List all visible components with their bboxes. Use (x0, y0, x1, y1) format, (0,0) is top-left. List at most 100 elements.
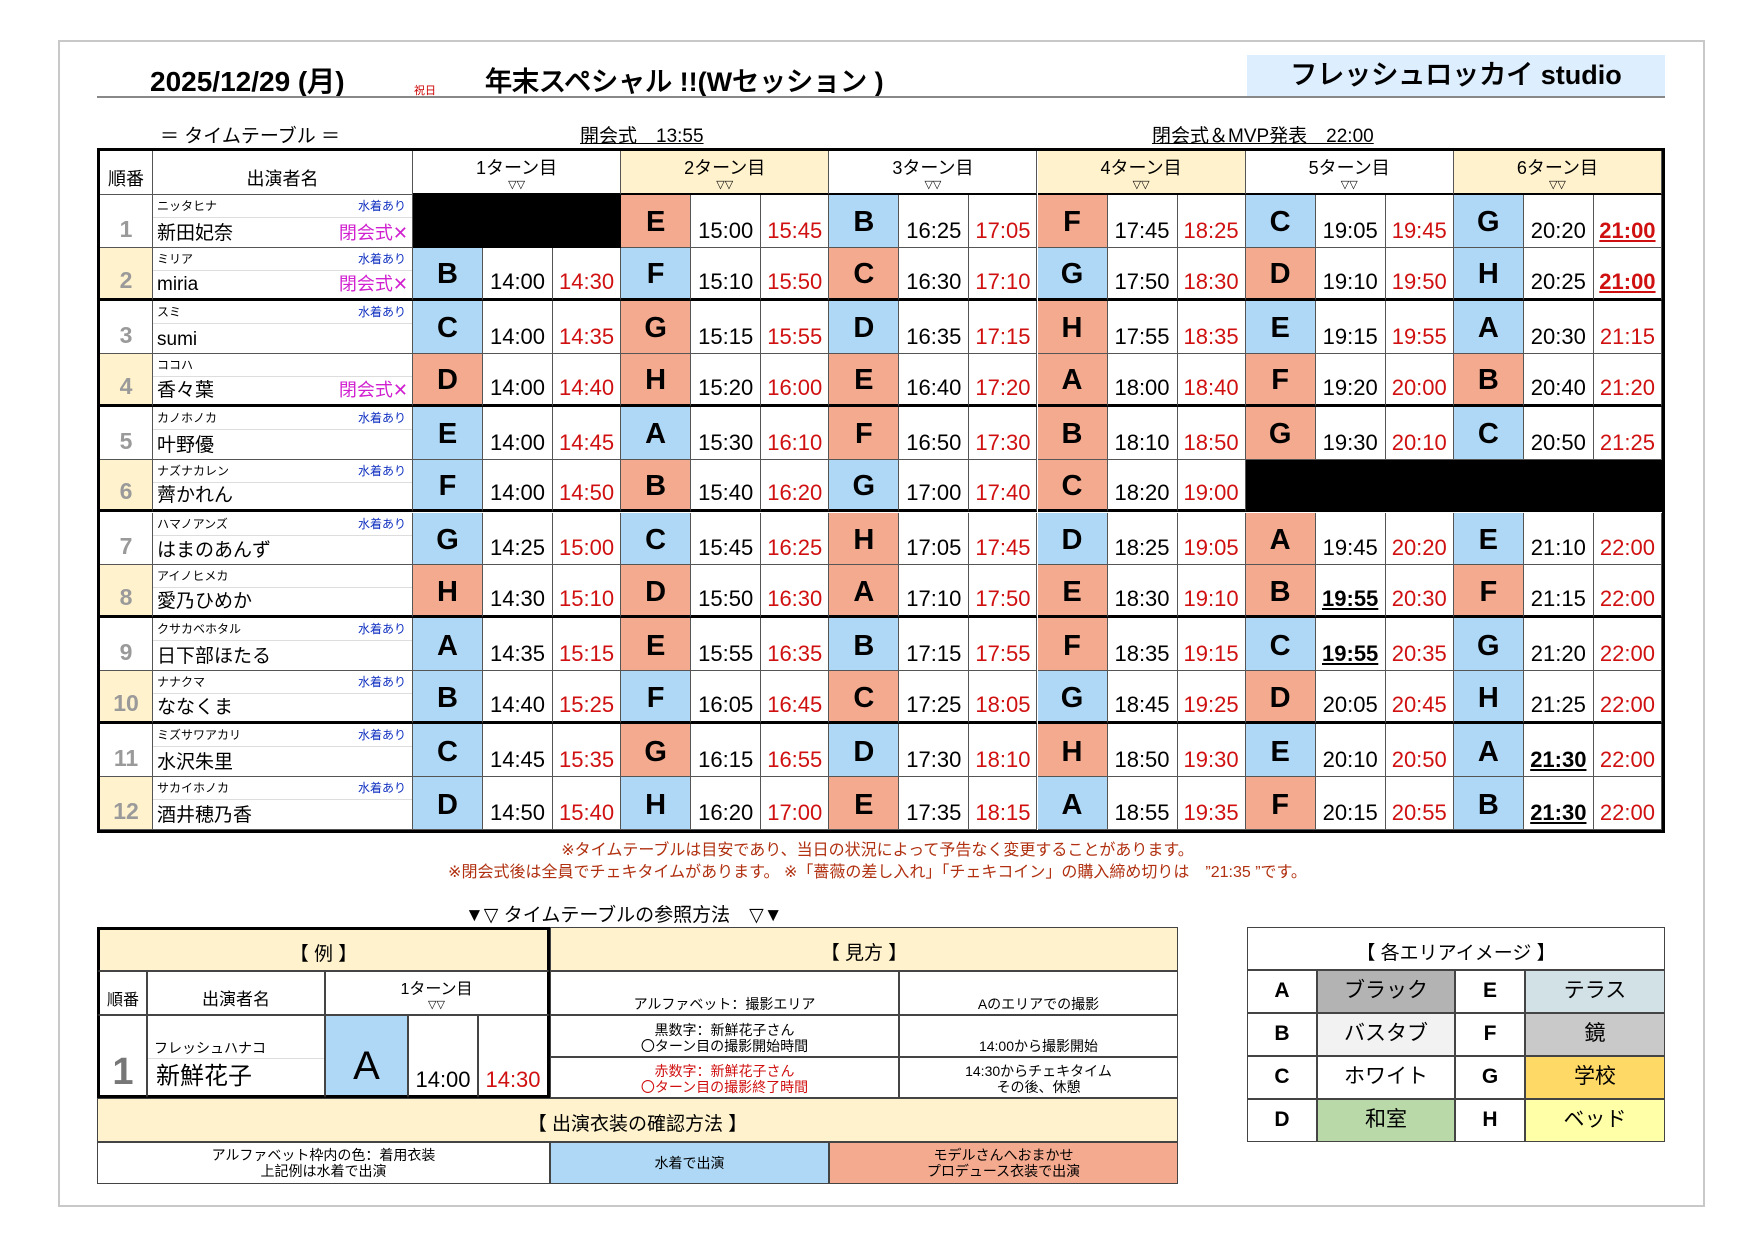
performer-cell: ハマノアンズ 水着あり はまのあんず (153, 512, 413, 566)
start-time: 17:10 (899, 565, 970, 619)
start-time: 17:25 (899, 671, 970, 725)
start-time: 19:45 (1315, 512, 1386, 566)
area-letter: D (413, 777, 483, 830)
unavailable-slot (1245, 459, 1454, 513)
area-letter: B (829, 195, 900, 248)
row-number: 11 (100, 724, 153, 778)
start-time: 16:05 (691, 671, 762, 725)
start-time: 17:45 (1107, 195, 1178, 248)
area-code: A (1247, 970, 1317, 1013)
start-time: 15:50 (691, 565, 762, 619)
example-heading: 【 例 】 (97, 927, 550, 971)
start-time: 19:20 (1315, 353, 1386, 407)
start-time: 14:00 (483, 406, 553, 460)
area-name-D: 和室 (1317, 1099, 1455, 1142)
end-time: 22:00 (1593, 777, 1662, 830)
end-time: 20:30 (1385, 565, 1454, 619)
performer-cell: ニッタヒナ 水着あり 新田妃奈 閉会式✕ (153, 195, 413, 248)
performer-kana: ハマノアンズ (157, 516, 228, 531)
example-kana: フレッシュハナコ (154, 1040, 266, 1056)
area-letter: E (829, 777, 900, 830)
area-letter: H (1453, 247, 1524, 301)
area-letter: C (1453, 406, 1524, 460)
area-letter: D (1245, 247, 1316, 301)
swimsuit-badge: 水着あり (357, 251, 406, 266)
area-name-F: 鏡 (1525, 1013, 1665, 1056)
start-time: 16:25 (899, 195, 970, 248)
example-start: 14:00 (408, 1015, 478, 1098)
start-time: 14:00 (483, 353, 553, 407)
area-code: C (1247, 1056, 1317, 1099)
example-end: 14:30 (478, 1015, 550, 1098)
swimsuit-badge: 水着あり (357, 304, 406, 319)
header-turn-5: 5ターン目 ▽▽ (1245, 151, 1454, 195)
header-name: 出演者名 (153, 151, 413, 195)
end-time: 17:20 (969, 353, 1038, 407)
start-time: 19:55 (1315, 565, 1386, 619)
end-time: 16:55 (761, 724, 830, 778)
start-time: 14:00 (483, 459, 553, 513)
area-code: G (1455, 1056, 1525, 1099)
start-time: 21:20 (1523, 618, 1594, 672)
turn-label: 1ターン目 (400, 980, 473, 998)
end-time: 18:50 (1177, 406, 1246, 460)
event-title: 年末スペシャル !!(Wセッション ) (485, 67, 884, 97)
area-letter: E (829, 353, 900, 407)
start-time: 15:30 (691, 406, 762, 460)
example-name: 新鮮花子 (156, 1063, 252, 1091)
start-time: 20:05 (1315, 671, 1386, 725)
kana-divider (153, 481, 412, 483)
start-time: 18:35 (1107, 618, 1178, 672)
start-time: 16:40 (899, 353, 970, 407)
start-time: 14:50 (483, 777, 553, 830)
row-number: 3 (100, 300, 153, 354)
start-time: 17:15 (899, 618, 970, 672)
start-time: 18:00 (1107, 353, 1178, 407)
row-number: 9 (100, 618, 153, 672)
howto-left: アルファベット：撮影エリア (550, 971, 899, 1015)
end-time: 16:20 (761, 459, 830, 513)
howto-left: 赤数字：新鮮花子さん 〇ターン目の撮影終了時間 (550, 1057, 899, 1098)
area-letter: A (413, 618, 483, 672)
end-time: 22:00 (1593, 724, 1662, 778)
performer-kana: ナナクマ (157, 675, 206, 690)
performer-name: 新田妃奈 (157, 222, 234, 244)
opening-time: 開会式 13:55 (580, 126, 704, 147)
swimsuit-badge: 水着あり (357, 728, 406, 743)
kana-divider (153, 746, 412, 748)
header-turn-1: 1ターン目 ▽▽ (413, 151, 622, 195)
end-time: 19:35 (1177, 777, 1246, 830)
area-letter: C (829, 671, 900, 725)
end-time: 21:15 (1593, 300, 1662, 354)
start-time: 19:10 (1315, 247, 1386, 301)
end-time: 15:35 (553, 724, 622, 778)
end-time: 15:45 (761, 195, 830, 248)
end-time: 19:45 (1385, 195, 1454, 248)
closing-absent-badge: 閉会式✕ (338, 273, 408, 294)
area-letter: A (1037, 777, 1108, 830)
studio-name: フレッシュロッカイ studio (1247, 55, 1665, 96)
end-time: 15:55 (761, 300, 830, 354)
end-time: 16:45 (761, 671, 830, 725)
example-name-cell: フレッシュハナコ新鮮花子 (147, 1015, 325, 1098)
row-number: 8 (100, 565, 153, 619)
note-line: ※タイムテーブルは目安であり、当日の状況によって予告なく変更することがあります。 (561, 842, 1194, 859)
example-col-turn: 1ターン目 ▽▽ (325, 971, 550, 1015)
note-line: ※閉会式後は全員でチェキタイムがあります。 ※「薔薇の差し入れ」「チェキコイン」… (448, 864, 1307, 881)
start-time: 16:35 (899, 300, 970, 354)
start-time: 18:30 (1107, 565, 1178, 619)
kana-divider (153, 428, 412, 430)
end-time: 17:40 (969, 459, 1038, 513)
area-letter: H (1037, 724, 1108, 778)
swimsuit-badge: 水着あり (357, 410, 406, 425)
end-time: 18:25 (1177, 195, 1246, 248)
end-time: 19:15 (1177, 618, 1246, 672)
area-letter: A (1245, 512, 1316, 566)
area-letter: B (1453, 353, 1524, 407)
performer-kana: ココハ (157, 357, 194, 372)
end-time: 14:35 (553, 300, 622, 354)
start-time: 19:55 (1315, 618, 1386, 672)
end-time: 19:30 (1177, 724, 1246, 778)
area-name-C: ホワイト (1317, 1056, 1455, 1099)
area-letter: H (1453, 671, 1524, 725)
